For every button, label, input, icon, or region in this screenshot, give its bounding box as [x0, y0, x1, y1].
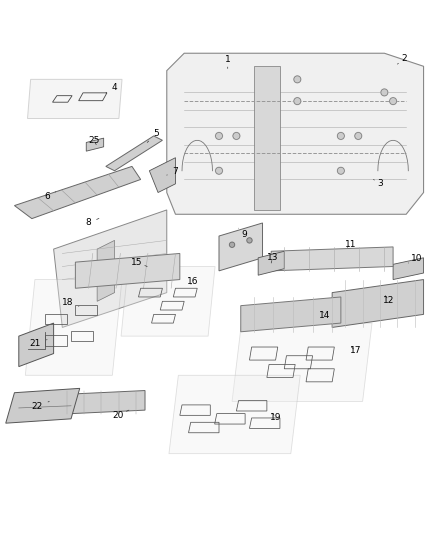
- Text: 15: 15: [131, 257, 147, 266]
- Text: 21: 21: [30, 340, 47, 349]
- Text: 9: 9: [239, 228, 247, 239]
- Polygon shape: [53, 391, 145, 415]
- Text: 7: 7: [167, 167, 178, 176]
- Text: 4: 4: [106, 83, 117, 93]
- Polygon shape: [14, 166, 141, 219]
- Polygon shape: [28, 79, 122, 118]
- Polygon shape: [149, 158, 176, 192]
- Text: 2: 2: [397, 54, 407, 64]
- Polygon shape: [232, 323, 372, 401]
- Circle shape: [294, 76, 301, 83]
- Circle shape: [215, 167, 223, 174]
- Text: 16: 16: [187, 277, 199, 286]
- Text: 18: 18: [62, 298, 79, 306]
- Text: 5: 5: [147, 130, 159, 142]
- Text: 11: 11: [345, 240, 357, 249]
- Polygon shape: [97, 240, 115, 301]
- Polygon shape: [6, 389, 80, 423]
- Polygon shape: [75, 254, 180, 288]
- Text: 12: 12: [383, 295, 395, 304]
- Polygon shape: [271, 247, 393, 271]
- Circle shape: [337, 133, 344, 140]
- Text: 1: 1: [225, 55, 230, 68]
- Polygon shape: [254, 66, 280, 210]
- Circle shape: [337, 167, 344, 174]
- Polygon shape: [169, 375, 300, 454]
- Polygon shape: [258, 251, 284, 275]
- Polygon shape: [393, 258, 424, 279]
- Polygon shape: [332, 279, 424, 327]
- Polygon shape: [86, 138, 104, 151]
- Circle shape: [233, 133, 240, 140]
- Text: 6: 6: [44, 192, 56, 201]
- Text: 25: 25: [88, 136, 99, 145]
- Circle shape: [215, 133, 223, 140]
- Circle shape: [230, 242, 235, 247]
- Polygon shape: [241, 297, 341, 332]
- Polygon shape: [25, 279, 122, 375]
- Text: 3: 3: [374, 179, 383, 188]
- Polygon shape: [121, 266, 215, 336]
- Text: 19: 19: [270, 413, 281, 422]
- Circle shape: [294, 98, 301, 104]
- Text: 10: 10: [408, 254, 423, 263]
- Polygon shape: [106, 136, 162, 171]
- Circle shape: [390, 98, 396, 104]
- Text: 17: 17: [350, 346, 361, 356]
- Polygon shape: [167, 53, 424, 214]
- Polygon shape: [19, 323, 53, 367]
- Polygon shape: [53, 210, 167, 327]
- Text: 13: 13: [267, 253, 278, 263]
- Circle shape: [381, 89, 388, 96]
- Text: 14: 14: [318, 311, 330, 320]
- Text: 22: 22: [32, 401, 49, 411]
- Circle shape: [355, 133, 362, 140]
- Polygon shape: [219, 223, 262, 271]
- Text: 20: 20: [112, 410, 129, 420]
- Circle shape: [247, 238, 252, 243]
- Text: 8: 8: [85, 219, 99, 228]
